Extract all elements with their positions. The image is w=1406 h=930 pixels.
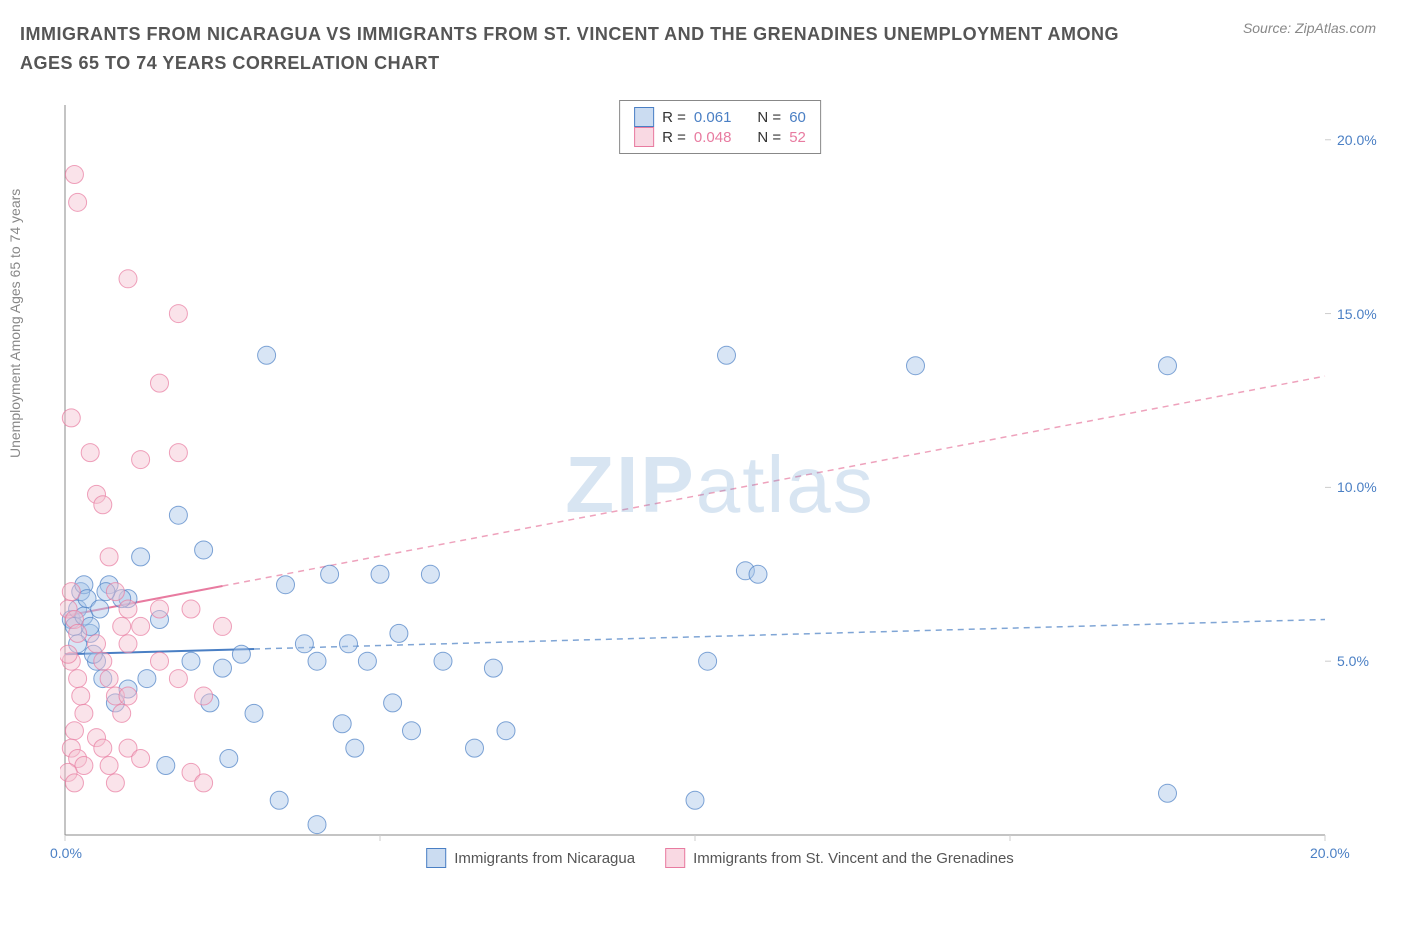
x-tick-label: 20.0%	[1310, 845, 1350, 861]
y-tick-label: 10.0%	[1337, 479, 1377, 495]
n-value: 52	[789, 129, 806, 146]
legend-stats-row: R = 0.061 N = 60	[634, 107, 806, 127]
legend-swatch	[634, 127, 654, 147]
chart-title: IMMIGRANTS FROM NICARAGUA VS IMMIGRANTS …	[20, 20, 1120, 78]
n-value: 60	[789, 109, 806, 126]
legend-swatch	[665, 848, 685, 868]
legend-swatch	[634, 107, 654, 127]
series-name: Immigrants from St. Vincent and the Gren…	[693, 850, 1014, 867]
y-tick-label: 5.0%	[1337, 653, 1369, 669]
r-value: 0.061	[694, 109, 732, 126]
legend-stats-row: R = 0.048 N = 52	[634, 127, 806, 147]
chart-area: R = 0.061 N = 60 R = 0.048 N = 52 ZIPatl…	[60, 100, 1380, 870]
legend-swatch	[426, 848, 446, 868]
y-tick-label: 15.0%	[1337, 306, 1377, 322]
legend-stats: R = 0.061 N = 60 R = 0.048 N = 52	[619, 100, 821, 154]
scatter-plot	[60, 100, 1380, 870]
legend-series: Immigrants from Nicaragua Immigrants fro…	[426, 848, 1014, 868]
legend-series-item: Immigrants from Nicaragua	[426, 848, 635, 868]
header: IMMIGRANTS FROM NICARAGUA VS IMMIGRANTS …	[0, 0, 1406, 88]
source-attribution: Source: ZipAtlas.com	[1243, 20, 1376, 36]
y-tick-label: 20.0%	[1337, 132, 1377, 148]
series-name: Immigrants from Nicaragua	[454, 850, 635, 867]
y-axis-label: Unemployment Among Ages 65 to 74 years	[7, 189, 23, 458]
x-tick-label: 0.0%	[50, 845, 82, 861]
legend-series-item: Immigrants from St. Vincent and the Gren…	[665, 848, 1014, 868]
r-value: 0.048	[694, 129, 732, 146]
